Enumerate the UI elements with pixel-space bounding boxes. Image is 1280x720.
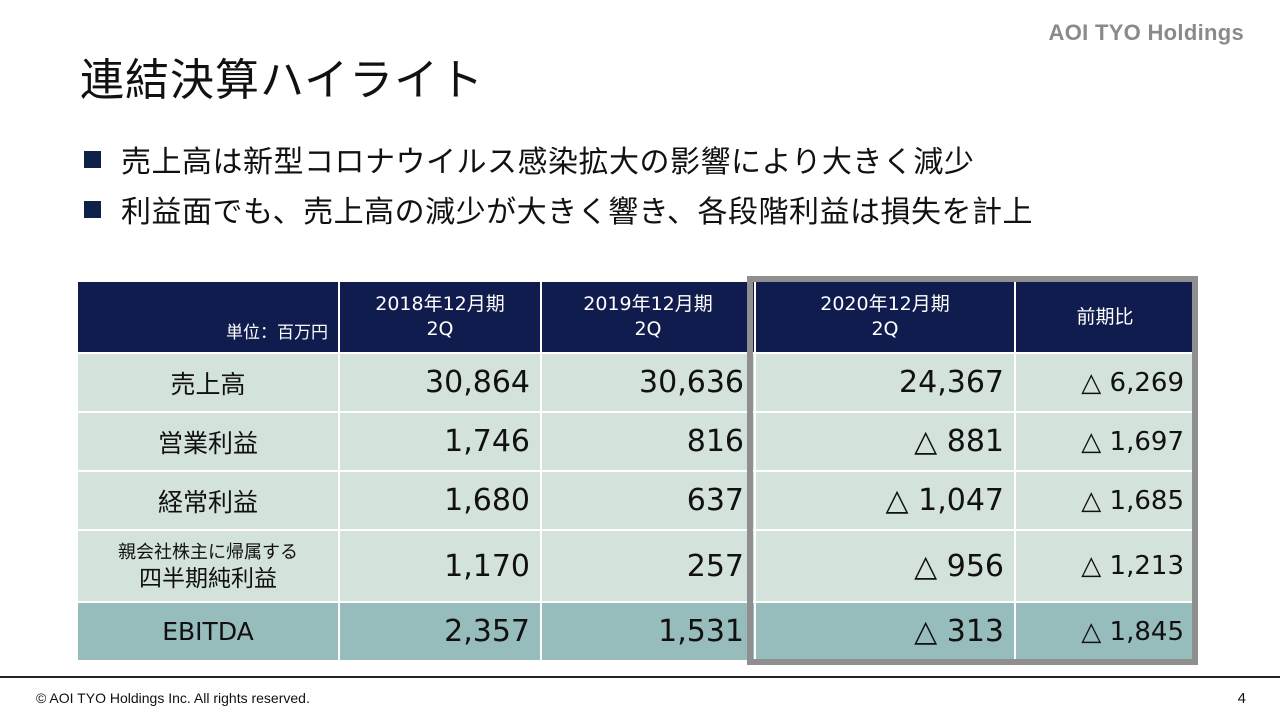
- table-row: 営業利益 1,746 816 △ 881 △ 1,697: [76, 411, 1196, 472]
- bullet-item: 売上高は新型コロナウイルス感染拡大の影響により大きく減少: [84, 134, 1033, 184]
- table-cell: 1,170: [338, 529, 542, 603]
- row-label: 売上高: [76, 352, 340, 413]
- bullet-text: 利益面でも、売上高の減少が大きく響き、各段階利益は損失を計上: [121, 195, 1033, 230]
- column-header-2018: 2018年12月期 2Q: [338, 280, 542, 354]
- bullet-list: 売上高は新型コロナウイルス感染拡大の影響により大きく減少 利益面でも、売上高の減…: [84, 134, 1033, 234]
- table-cell: 816: [540, 411, 756, 472]
- column-header-line2: 2Q: [426, 318, 454, 340]
- table-cell: 257: [540, 529, 756, 603]
- column-header-line1: 2020年12月期: [820, 293, 950, 315]
- row-label-line2: 四半期純利益: [139, 566, 277, 592]
- table-cell: △ 1,047: [754, 470, 1016, 531]
- table-row: 経常利益 1,680 637 △ 1,047 △ 1,685: [76, 470, 1196, 531]
- table-cell: △ 1,845: [1014, 601, 1196, 662]
- column-header-line1: 2018年12月期: [375, 293, 505, 315]
- page-number: 4: [1237, 690, 1246, 707]
- column-header-2019: 2019年12月期 2Q: [540, 280, 756, 354]
- table-cell: 30,864: [338, 352, 542, 413]
- page-title: 連結決算ハイライト: [80, 55, 485, 106]
- column-header-line1: 2019年12月期: [583, 293, 713, 315]
- unit-label: 単位：百万円: [76, 280, 340, 354]
- table-cell: △ 1,213: [1014, 529, 1196, 603]
- table-cell: △ 1,697: [1014, 411, 1196, 472]
- table-cell: 1,746: [338, 411, 542, 472]
- table-cell: △ 313: [754, 601, 1016, 662]
- table-cell: 1,531: [540, 601, 756, 662]
- financial-highlights-table: 単位：百万円 2018年12月期 2Q 2019年12月期 2Q 2020年12月期…: [76, 280, 1196, 662]
- table-cell: 24,367: [754, 352, 1016, 413]
- column-header-yoy: 前期比: [1014, 280, 1196, 354]
- column-header-2020: 2020年12月期 2Q: [754, 280, 1016, 354]
- square-bullet-icon: [84, 200, 101, 218]
- row-label: 経常利益: [76, 470, 340, 531]
- table-cell: 637: [540, 470, 756, 531]
- row-label-line1: 親会社株主に帰属する: [118, 542, 298, 563]
- table-header-row: 単位：百万円 2018年12月期 2Q 2019年12月期 2Q 2020年12月期…: [76, 280, 1196, 354]
- table-cell: △ 1,685: [1014, 470, 1196, 531]
- table-cell: △ 6,269: [1014, 352, 1196, 413]
- table-cell: 1,680: [338, 470, 542, 531]
- copyright-notice: © AOI TYO Holdings Inc. All rights reser…: [36, 690, 310, 706]
- bullet-item: 利益面でも、売上高の減少が大きく響き、各段階利益は損失を計上: [84, 184, 1033, 234]
- table-row: EBITDA 2,357 1,531 △ 313 △ 1,845: [76, 601, 1196, 662]
- column-header-line2: 2Q: [634, 318, 662, 340]
- table-cell: 2,357: [338, 601, 542, 662]
- company-logo-text: AOI TYO Holdings: [1048, 20, 1244, 45]
- footer-divider: [0, 676, 1280, 678]
- table-cell: 30,636: [540, 352, 756, 413]
- row-label: 営業利益: [76, 411, 340, 472]
- table-cell: △ 956: [754, 529, 1016, 603]
- table-row: 親会社株主に帰属する 四半期純利益 1,170 257 △ 956 △ 1,21…: [76, 529, 1196, 603]
- square-bullet-icon: [84, 150, 101, 168]
- table-cell: △ 881: [754, 411, 1016, 472]
- row-label: 親会社株主に帰属する 四半期純利益: [76, 529, 340, 603]
- bullet-text: 売上高は新型コロナウイルス感染拡大の影響により大きく減少: [121, 145, 975, 180]
- column-header-line2: 2Q: [871, 318, 899, 340]
- table-row: 売上高 30,864 30,636 24,367 △ 6,269: [76, 352, 1196, 413]
- row-label: EBITDA: [76, 601, 340, 662]
